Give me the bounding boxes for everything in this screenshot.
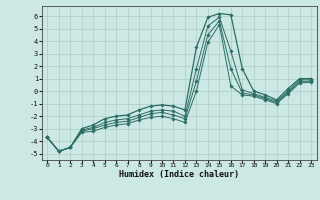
X-axis label: Humidex (Indice chaleur): Humidex (Indice chaleur) bbox=[119, 170, 239, 179]
